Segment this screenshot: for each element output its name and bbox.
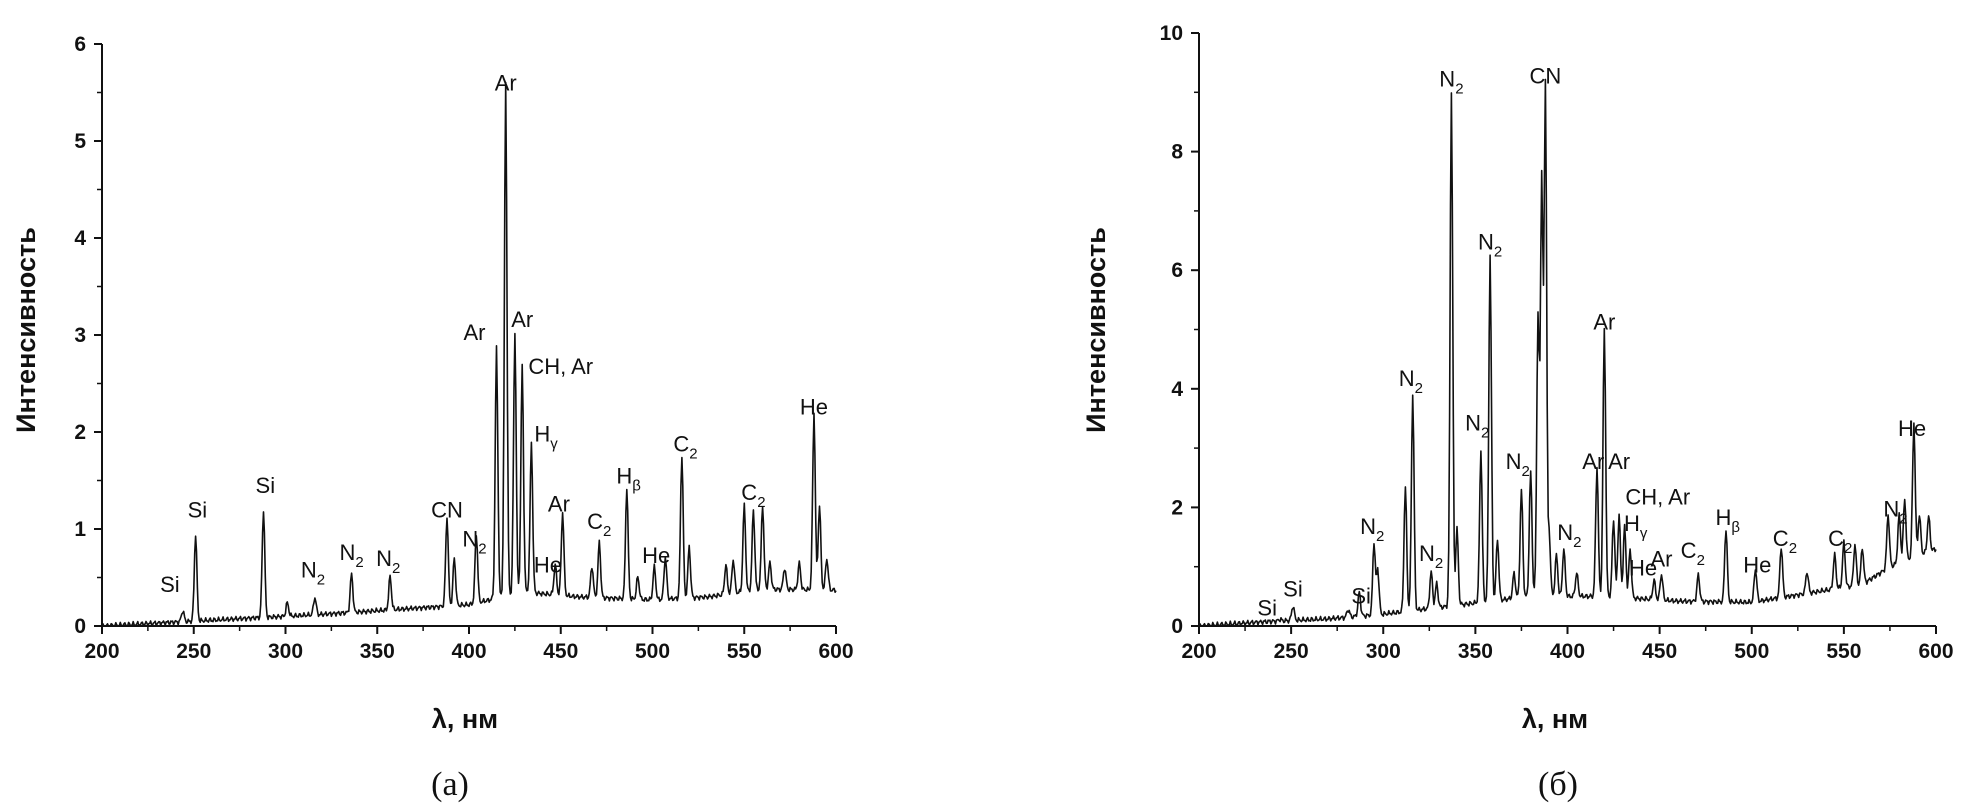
- peak-label: Hβ: [1716, 505, 1741, 536]
- x-tick-label: 200: [1181, 640, 1216, 663]
- peak-label: N2: [1399, 366, 1423, 397]
- x-tick-label: 550: [727, 640, 762, 663]
- y-tick-label: 6: [1171, 259, 1183, 282]
- peak-label: N2: [339, 540, 363, 571]
- peak-label: Ar: [495, 71, 517, 96]
- y-tick-label: 6: [74, 33, 86, 56]
- peak-label: He: [1743, 553, 1771, 578]
- x-tick-label: 450: [543, 640, 578, 663]
- peak-label: Si: [188, 497, 208, 522]
- spectrum-panel-b: Интенсивность λ, нм (б) 200 250 300 350 400 4…: [1081, 22, 1954, 803]
- peak-label: Hγ: [534, 422, 558, 453]
- x-tick-label: 400: [1550, 640, 1585, 663]
- peak-label: Ar: [1608, 449, 1630, 474]
- peak-label: N2: [1883, 496, 1907, 527]
- x-tick-label: 250: [176, 640, 211, 663]
- y-tick-label: 3: [74, 324, 86, 347]
- peak-label: N2: [1465, 410, 1489, 441]
- y-tick-label: 2: [1171, 496, 1183, 519]
- peak-label: Hγ: [1624, 511, 1648, 542]
- x-axis-title: λ, нм: [432, 704, 498, 734]
- y-tick-label: 1: [74, 518, 86, 541]
- peak-label: Si: [1283, 576, 1303, 601]
- peak-label: Si: [1257, 595, 1277, 620]
- spectrum-line: [101, 81, 837, 627]
- y-tick-label: 5: [74, 130, 86, 153]
- y-tick-label: 0: [74, 615, 86, 638]
- peak-label: He: [800, 395, 828, 420]
- peak-label: N2: [376, 546, 400, 577]
- x-tick-label: 200: [84, 640, 119, 663]
- x-tick-label: 600: [1918, 640, 1953, 663]
- panel-caption: (а): [431, 766, 469, 803]
- y-axis-title: Интенсивность: [1081, 227, 1111, 433]
- x-tick-label: 300: [268, 640, 303, 663]
- peak-label: N2: [1419, 541, 1443, 572]
- peak-label: N2: [301, 558, 325, 589]
- peak-label: Hβ: [616, 463, 641, 494]
- peak-label: CN: [431, 497, 463, 522]
- y-tick-label: 0: [1171, 615, 1183, 638]
- peak-label: N2: [1360, 514, 1384, 545]
- y-tick-label: 10: [1160, 22, 1183, 45]
- peak-label: Ar: [464, 320, 486, 345]
- y-tick-label: 4: [1171, 378, 1183, 401]
- peak-label: CH, Ar: [528, 354, 593, 379]
- peak-label: C2: [1773, 526, 1797, 557]
- peak-label: N2: [462, 526, 486, 557]
- x-tick-label: 400: [451, 640, 486, 663]
- peak-label: Si: [160, 572, 180, 597]
- x-axis-title: λ, нм: [1522, 704, 1588, 734]
- peak-label: Si: [256, 473, 276, 498]
- panel-caption: (б): [1538, 766, 1578, 803]
- peak-label: Ar: [511, 307, 533, 332]
- peak-label: N2: [1557, 520, 1581, 551]
- peak-label: C2: [587, 509, 611, 540]
- y-tick-label: 8: [1171, 141, 1183, 164]
- peak-label: Ar: [1582, 449, 1604, 474]
- peak-label: C2: [741, 480, 765, 511]
- peak-label: CH, Ar: [1625, 484, 1690, 509]
- peak-label: He: [642, 543, 670, 568]
- x-tick-label: 350: [1458, 640, 1493, 663]
- y-tick-label: 4: [74, 227, 86, 250]
- peak-label: Ar: [1650, 547, 1672, 572]
- x-tick-label: 500: [1734, 640, 1769, 663]
- peak-label: N2: [1478, 229, 1502, 260]
- peak-label: C2: [1681, 538, 1705, 569]
- y-tick-label: 2: [74, 421, 86, 444]
- peak-label: Ar: [548, 492, 570, 517]
- peak-label: N2: [1439, 66, 1463, 97]
- peak-label: He: [534, 553, 562, 578]
- peak-label: Ar: [1593, 310, 1615, 335]
- x-tick-label: 350: [360, 640, 395, 663]
- peak-label: Si: [1351, 583, 1371, 608]
- x-tick-label: 300: [1366, 640, 1401, 663]
- spectrum-panel-a: Интенсивность λ, нм (а) 200 250 300 350 400 4…: [11, 33, 854, 803]
- x-tick-label: 600: [818, 640, 853, 663]
- x-tick-label: 550: [1826, 640, 1861, 663]
- peak-label: He: [1629, 556, 1657, 581]
- peak-label: N2: [1506, 449, 1530, 480]
- peak-label: C2: [1828, 526, 1852, 557]
- peak-label: C2: [673, 431, 697, 462]
- y-axis-title: Интенсивность: [11, 227, 41, 433]
- peak-label: He: [1898, 416, 1926, 441]
- peak-label: CN: [1529, 63, 1561, 88]
- x-tick-label: 500: [635, 640, 670, 663]
- x-tick-label: 450: [1642, 640, 1677, 663]
- spectrum-line: [1198, 78, 1937, 627]
- x-tick-label: 250: [1274, 640, 1309, 663]
